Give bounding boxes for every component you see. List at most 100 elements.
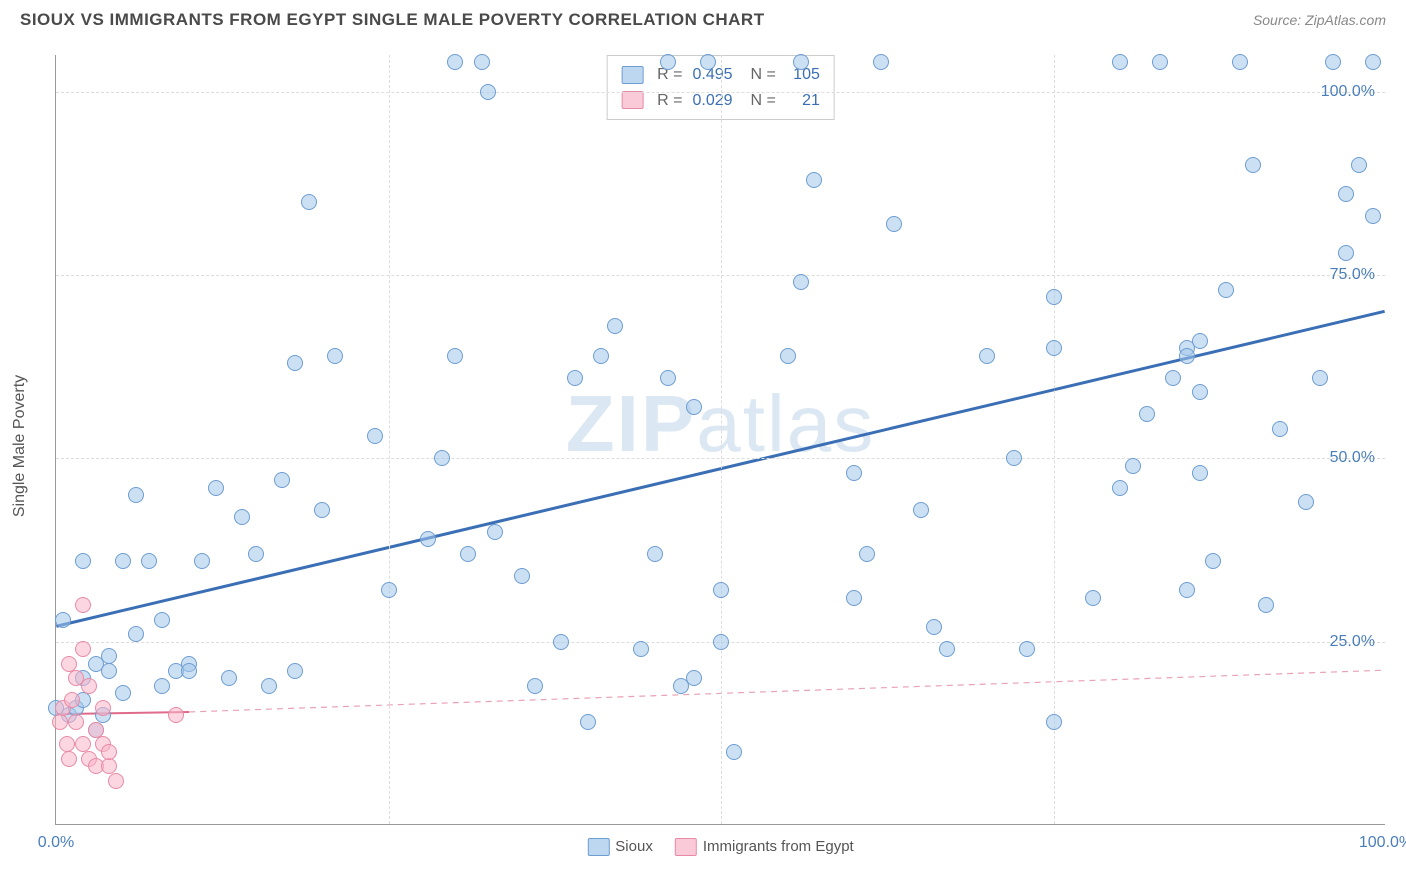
data-point [101,744,117,760]
data-point [101,648,117,664]
data-point [234,509,250,525]
data-point [208,480,224,496]
data-point [52,714,68,730]
data-point [793,274,809,290]
data-point [700,54,716,70]
data-point [88,722,104,738]
data-point [101,663,117,679]
data-point [580,714,596,730]
data-point [780,348,796,364]
data-point [806,172,822,188]
y-axis-label: Single Male Poverty [11,375,29,517]
data-point [55,612,71,628]
data-point [75,553,91,569]
data-point [75,641,91,657]
scatter-chart: ZIPatlas R =0.495N =105R =0.029N =21 Sio… [55,55,1385,825]
data-point [1152,54,1168,70]
data-point [301,194,317,210]
data-point [1179,582,1195,598]
data-point [75,597,91,613]
n-label: N = [751,62,776,88]
data-point [926,619,942,635]
y-tick-label: 100.0% [1321,83,1375,101]
data-point [141,553,157,569]
data-point [1312,370,1328,386]
data-point [1046,340,1062,356]
data-point [1006,450,1022,466]
series-legend: Sioux Immigrants from Egypt [587,838,853,856]
data-point [1272,421,1288,437]
data-point [1205,553,1221,569]
data-point [1112,54,1128,70]
data-point [68,714,84,730]
x-tick-label: 0.0% [38,834,74,852]
data-point [633,641,649,657]
legend-swatch [587,838,609,856]
series-legend-item: Immigrants from Egypt [675,838,854,856]
data-point [287,355,303,371]
gridline-v [389,55,390,824]
y-tick-label: 75.0% [1330,266,1375,284]
data-point [607,318,623,334]
data-point [128,487,144,503]
gridline-v [721,55,722,824]
data-point [64,692,80,708]
data-point [713,582,729,598]
data-point [567,370,583,386]
data-point [447,54,463,70]
data-point [686,399,702,415]
data-point [553,634,569,650]
data-point [527,678,543,694]
series-label: Sioux [615,838,653,855]
y-tick-label: 50.0% [1330,449,1375,467]
data-point [1258,597,1274,613]
data-point [95,700,111,716]
data-point [726,744,742,760]
data-point [939,641,955,657]
data-point [1085,590,1101,606]
data-point [713,634,729,650]
data-point [1245,157,1261,173]
data-point [1165,370,1181,386]
data-point [1218,282,1234,298]
data-point [660,370,676,386]
data-point [75,736,91,752]
legend-swatch [621,91,643,109]
data-point [1112,480,1128,496]
data-point [381,582,397,598]
x-tick-label: 100.0% [1359,834,1406,852]
data-point [314,502,330,518]
data-point [154,678,170,694]
data-point [61,656,77,672]
data-point [61,751,77,767]
legend-swatch [621,66,643,84]
data-point [1179,348,1195,364]
data-point [846,465,862,481]
series-label: Immigrants from Egypt [703,838,854,855]
data-point [59,736,75,752]
data-point [1046,289,1062,305]
data-point [913,502,929,518]
data-point [154,612,170,628]
data-point [460,546,476,562]
data-point [1232,54,1248,70]
data-point [647,546,663,562]
series-legend-item: Sioux [587,838,653,856]
gridline-v [1054,55,1055,824]
legend-swatch [675,838,697,856]
data-point [221,670,237,686]
data-point [474,54,490,70]
data-point [846,590,862,606]
data-point [115,685,131,701]
data-point [101,758,117,774]
data-point [287,663,303,679]
data-point [327,348,343,364]
data-point [593,348,609,364]
chart-title: SIOUX VS IMMIGRANTS FROM EGYPT SINGLE MA… [20,10,765,30]
data-point [261,678,277,694]
data-point [1338,186,1354,202]
data-point [1298,494,1314,510]
data-point [81,678,97,694]
data-point [1192,384,1208,400]
data-point [1046,714,1062,730]
